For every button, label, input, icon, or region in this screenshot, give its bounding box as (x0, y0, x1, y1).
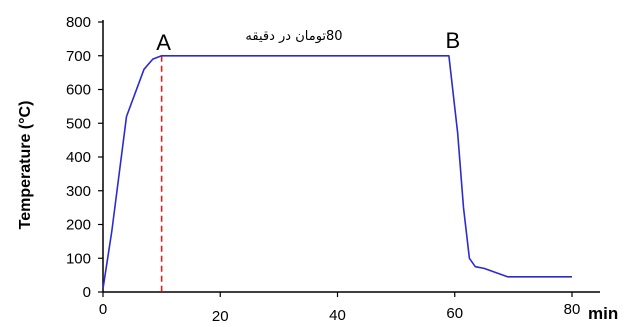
y-tick-label: 0 (83, 284, 91, 301)
y-tick-label: 300 (66, 183, 91, 200)
temperature-series-line (102, 54, 572, 289)
point-label-b: B (446, 28, 461, 53)
x-axis-ticks: 0 20 40 60 80 (99, 292, 581, 325)
x-tick-label: 60 (446, 305, 463, 322)
x-tick-label: 80 (564, 301, 581, 318)
y-tick-label: 700 (66, 48, 91, 65)
x-tick-label: 0 (99, 301, 107, 318)
y-tick-label: 500 (66, 115, 91, 132)
x-tick-label: 40 (329, 307, 346, 324)
y-axis-title: Temperature (°C) (17, 101, 34, 230)
x-tick-label: 20 (212, 308, 229, 325)
y-tick-label: 100 (66, 250, 91, 267)
axes (102, 20, 600, 293)
point-label-a: A (156, 30, 171, 55)
duration-annotation: 80تومان در دقیقه (245, 29, 342, 44)
y-tick-label: 400 (66, 149, 91, 166)
y-tick-label: 800 (66, 14, 91, 31)
y-axis-ticks: 0 100 200 300 400 500 600 700 800 (66, 14, 103, 301)
y-tick-label: 600 (66, 82, 91, 99)
y-tick-label: 200 (66, 217, 91, 234)
x-axis-title: min (588, 304, 618, 323)
